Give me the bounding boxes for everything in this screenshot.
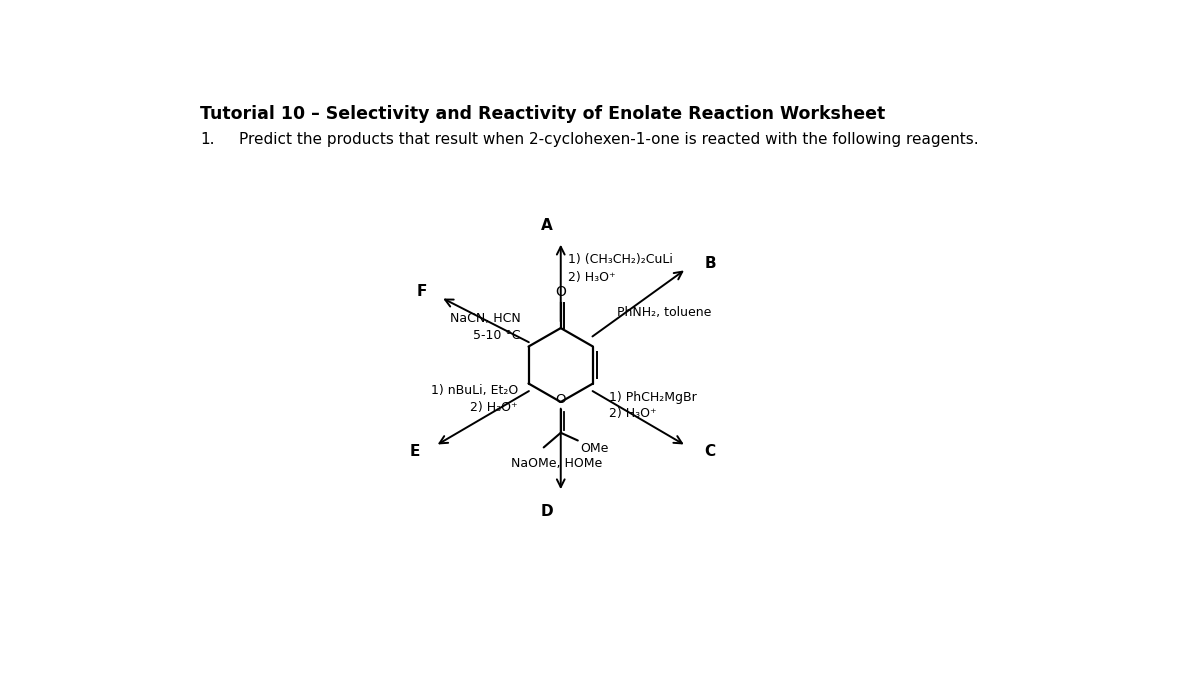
Text: B: B (704, 256, 715, 271)
Text: F: F (418, 284, 427, 300)
Text: E: E (409, 444, 420, 459)
Text: OMe: OMe (580, 442, 608, 455)
Text: 1) nBuLi, Et₂O: 1) nBuLi, Et₂O (431, 384, 518, 397)
Text: O: O (556, 285, 566, 300)
Text: Tutorial 10 – Selectivity and Reactivity of Enolate Reaction Worksheet: Tutorial 10 – Selectivity and Reactivity… (200, 105, 886, 123)
Text: O: O (556, 393, 566, 406)
Text: Predict the products that result when 2-cyclohexen-1-one is reacted with the fol: Predict the products that result when 2-… (239, 133, 979, 148)
Text: 1) (CH₃CH₂)₂CuLi: 1) (CH₃CH₂)₂CuLi (569, 254, 673, 267)
Text: 1) PhCH₂MgBr: 1) PhCH₂MgBr (608, 390, 696, 403)
Text: PhNH₂, toluene: PhNH₂, toluene (617, 306, 710, 319)
Text: 2) H₃O⁺: 2) H₃O⁺ (608, 407, 656, 420)
Text: 2) H₃O⁺: 2) H₃O⁺ (470, 401, 518, 414)
Text: 5-10 °C: 5-10 °C (473, 329, 521, 342)
Text: D: D (540, 504, 553, 519)
Text: A: A (541, 218, 553, 233)
Text: 1.: 1. (200, 133, 215, 148)
Text: C: C (704, 444, 715, 459)
Text: NaOMe, HOMe: NaOMe, HOMe (511, 458, 602, 471)
Text: NaCN, HCN: NaCN, HCN (450, 312, 521, 325)
Text: 2) H₃O⁺: 2) H₃O⁺ (569, 271, 616, 284)
